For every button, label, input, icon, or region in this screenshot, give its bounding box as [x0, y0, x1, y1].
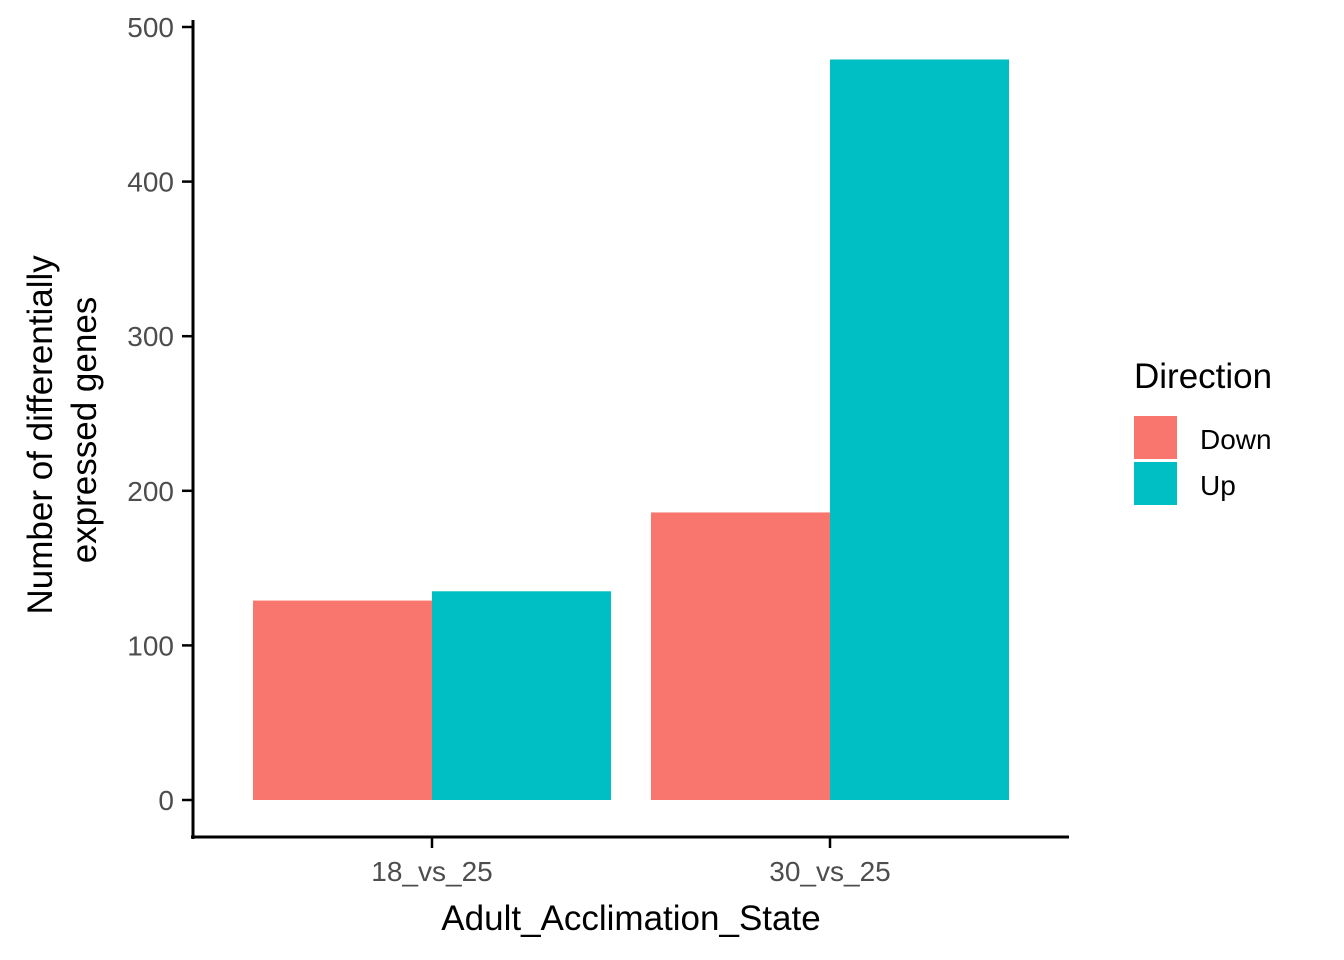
- legend: Direction Down Up: [1134, 357, 1272, 505]
- y-tick-label-0: 0: [158, 785, 174, 816]
- bar-up-30_vs_25: [830, 59, 1009, 800]
- bars-layer: [253, 59, 1009, 800]
- x-axis-ticks: 18_vs_25 30_vs_25: [371, 837, 891, 887]
- x-tick-label-30_vs_25: 30_vs_25: [769, 856, 890, 887]
- x-axis-title: Adult_Acclimation_State: [441, 899, 820, 938]
- y-axis-title: Number of differentially expressed genes: [21, 246, 104, 615]
- bar-down-18_vs_25: [253, 600, 432, 800]
- bar-up-18_vs_25: [432, 591, 611, 800]
- y-axis-title-line-2: expressed genes: [65, 297, 104, 564]
- y-tick-label-500: 500: [127, 12, 174, 43]
- y-tick-label-200: 200: [127, 476, 174, 507]
- x-tick-label-18_vs_25: 18_vs_25: [371, 856, 492, 887]
- y-tick-label-400: 400: [127, 167, 174, 198]
- legend-label-up: Up: [1200, 470, 1236, 501]
- legend-label-down: Down: [1200, 424, 1272, 455]
- y-axis-title-line-1: Number of differentially: [21, 255, 60, 615]
- legend-key-down: [1134, 416, 1177, 459]
- bar-down-30_vs_25: [651, 512, 830, 800]
- y-axis-ticks: 0 100 200 300 400 500: [127, 12, 193, 816]
- legend-key-up: [1134, 462, 1177, 505]
- legend-title: Direction: [1134, 357, 1272, 396]
- y-tick-label-100: 100: [127, 630, 174, 661]
- y-tick-label-300: 300: [127, 321, 174, 352]
